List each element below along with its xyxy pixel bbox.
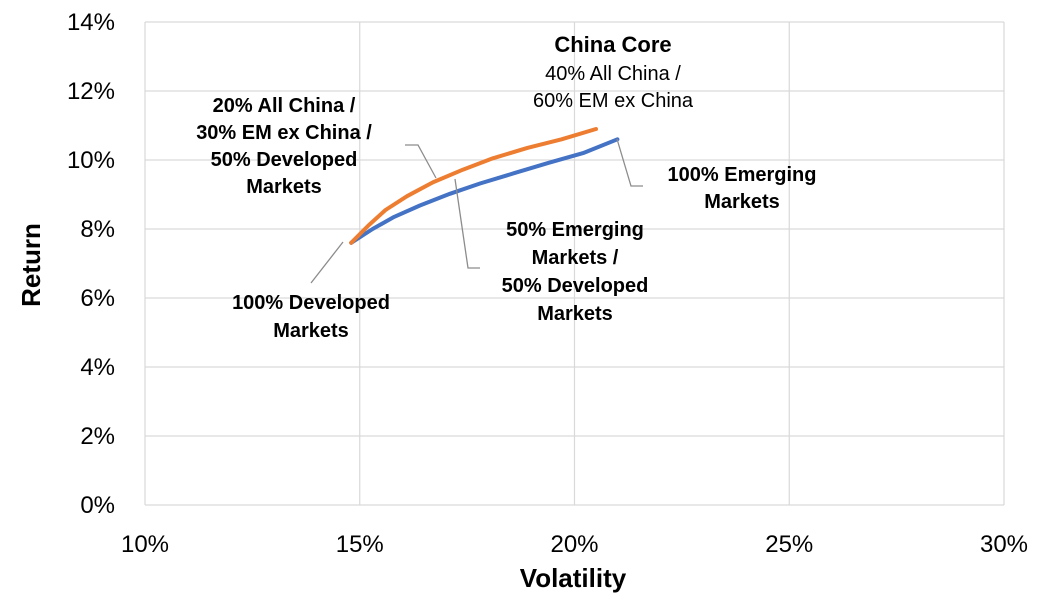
annotation-mix-line3: 50% Developed [211,149,358,171]
leader-line-half [454,178,480,269]
y-tick-label: 10% [67,147,115,174]
annotation-mix-line4: Markets [246,176,322,198]
y-tick-label: 8% [80,216,115,243]
x-tick-label: 30% [980,531,1028,558]
y-tick-label: 2% [80,423,115,450]
y-tick-label: 0% [80,492,115,519]
x-tick-label: 20% [550,531,598,558]
leader-line-dm [310,241,344,284]
y-tick-label: 6% [80,285,115,312]
leader-lines [310,138,643,284]
annotation-mix-line2: 30% EM ex China / [196,122,372,144]
series-line-2 [349,127,598,245]
grid [144,21,1005,506]
annotation-china-core-title: China Core [554,32,671,57]
annotation-china-core-line2: 60% EM ex China [533,90,694,112]
x-tick-label: 10% [121,531,169,558]
leader-line-mix [405,144,437,179]
annotation-half-line4: Markets [537,303,613,325]
annotation-dm-line2: Markets [273,320,349,342]
annotation-dm-line1: 100% Developed [232,292,390,314]
annotation-mix-line1: 20% All China / [213,95,356,117]
x-tick-label: 25% [765,531,813,558]
x-tick-label: 15% [336,531,384,558]
leader-line-em [616,138,643,187]
y-tick-label: 4% [80,354,115,381]
annotation-em-line2: Markets [704,191,780,213]
y-tick-label: 14% [67,9,115,36]
annotation-half-line3: 50% Developed [502,275,649,297]
annotation-china-core-line1: 40% All China / [545,63,681,85]
x-axis-title: Volatility [520,563,627,593]
tick-labels: 0% 2% 4% 6% 8% 10% 12% 14% 10% 15% 20% 25% 30% [67,9,1028,558]
annotation-half-line2: Markets / [532,247,619,269]
series-lines [349,127,620,245]
y-tick-label: 12% [67,78,115,105]
series-line-1 [349,137,620,245]
y-axis-title: Return [16,223,46,307]
annotation-em-line1: 100% Emerging [668,164,817,186]
annotation-half-line1: 50% Emerging [506,219,644,241]
